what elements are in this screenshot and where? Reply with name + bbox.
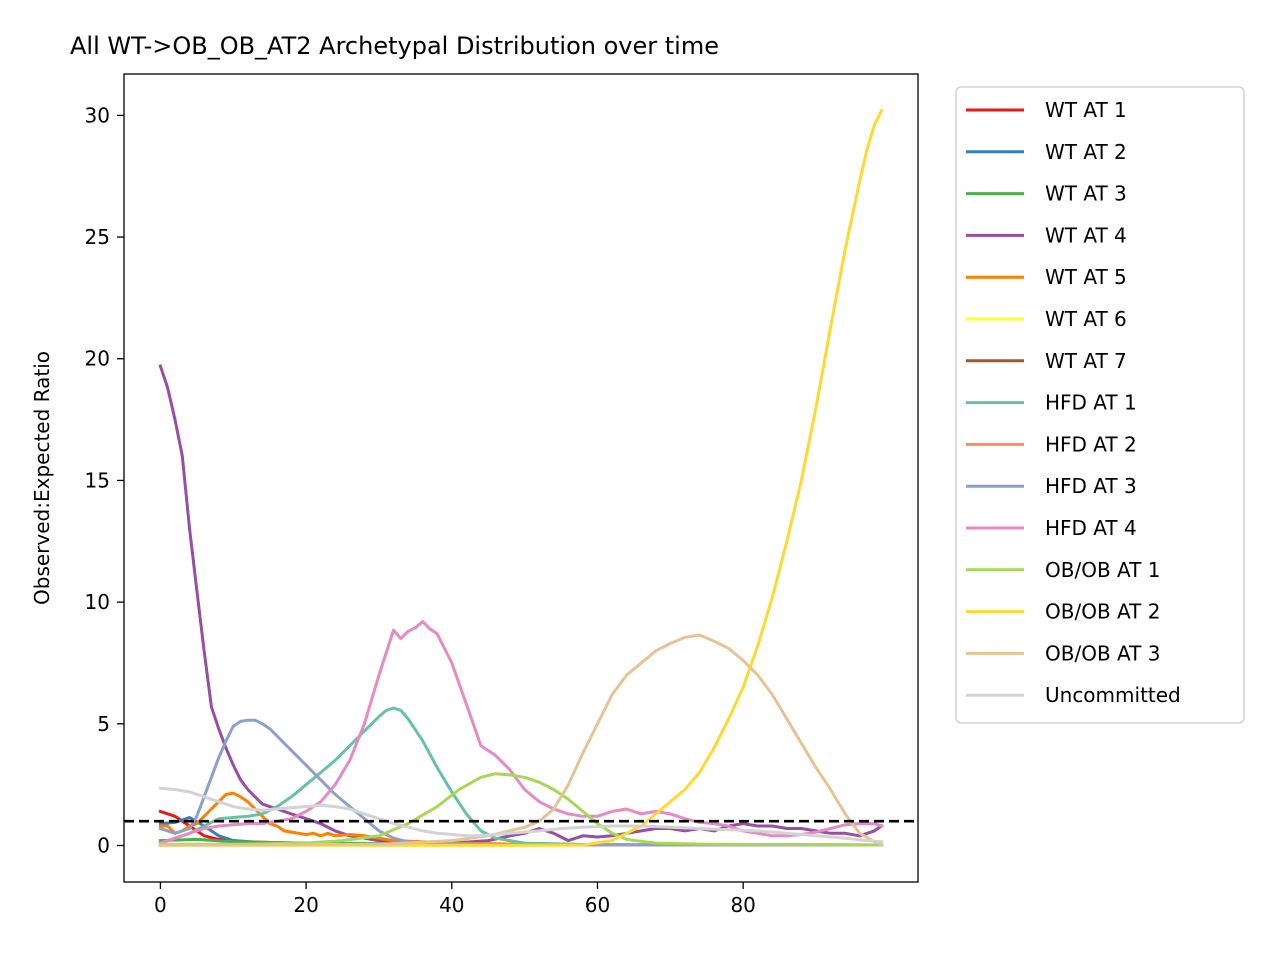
x-tick-label: 40 [439, 893, 464, 917]
legend-label-14: OB/OB AT 3 [1045, 641, 1160, 665]
x-tick-label: 60 [585, 893, 610, 917]
y-axis: 0 5 10 15 20 25 30 [85, 103, 124, 857]
legend-label-7: WT AT 7 [1045, 349, 1127, 373]
legend-label-10: HFD AT 3 [1045, 474, 1137, 498]
series-line-11 [158, 620, 884, 845]
legend-label-13: OB/OB AT 2 [1045, 600, 1160, 624]
x-axis: 0 20 40 60 80 [154, 882, 756, 917]
legend-label-4: WT AT 4 [1045, 223, 1127, 247]
legend-label-6: WT AT 6 [1045, 307, 1127, 331]
legend-frame [955, 86, 1245, 724]
series-line-4 [158, 364, 884, 845]
series-line-13 [158, 108, 884, 847]
y-tick-label: 5 [97, 712, 110, 736]
y-tick-label: 25 [85, 225, 110, 249]
x-tick-label: 20 [293, 893, 318, 917]
legend: WT AT 1 WT AT 2 WT AT 3 WT AT 4 WT AT 5 WT AT… [955, 86, 1245, 724]
legend-label-3: WT AT 3 [1045, 182, 1127, 206]
legend-label-2: WT AT 2 [1045, 140, 1127, 164]
series-line-10 [158, 718, 884, 847]
legend-label-9: HFD AT 2 [1045, 432, 1137, 456]
y-tick-label: 10 [85, 590, 110, 614]
legend-label-1: WT AT 1 [1045, 98, 1127, 122]
y-tick-label: 20 [85, 347, 110, 371]
y-tick-label: 0 [97, 833, 110, 857]
y-tick-label: 30 [85, 103, 110, 127]
y-tick-label: 15 [85, 468, 110, 492]
series-line-15 [158, 786, 884, 844]
legend-label-5: WT AT 5 [1045, 265, 1127, 289]
legend-label-15: Uncommitted [1045, 683, 1181, 707]
plot-lines [158, 108, 884, 847]
x-tick-label: 80 [730, 893, 755, 917]
y-axis-label: Observed:Expected Ratio [30, 351, 54, 605]
plot-frame [123, 73, 919, 883]
legend-label-12: OB/OB AT 1 [1045, 558, 1160, 582]
chart-title: All WT->OB_OB_AT2 Archetypal Distributio… [70, 32, 719, 60]
series-line-8 [158, 706, 884, 847]
x-tick-label: 0 [154, 893, 167, 917]
legend-label-8: HFD AT 1 [1045, 391, 1137, 415]
legend-label-11: HFD AT 4 [1045, 516, 1137, 540]
